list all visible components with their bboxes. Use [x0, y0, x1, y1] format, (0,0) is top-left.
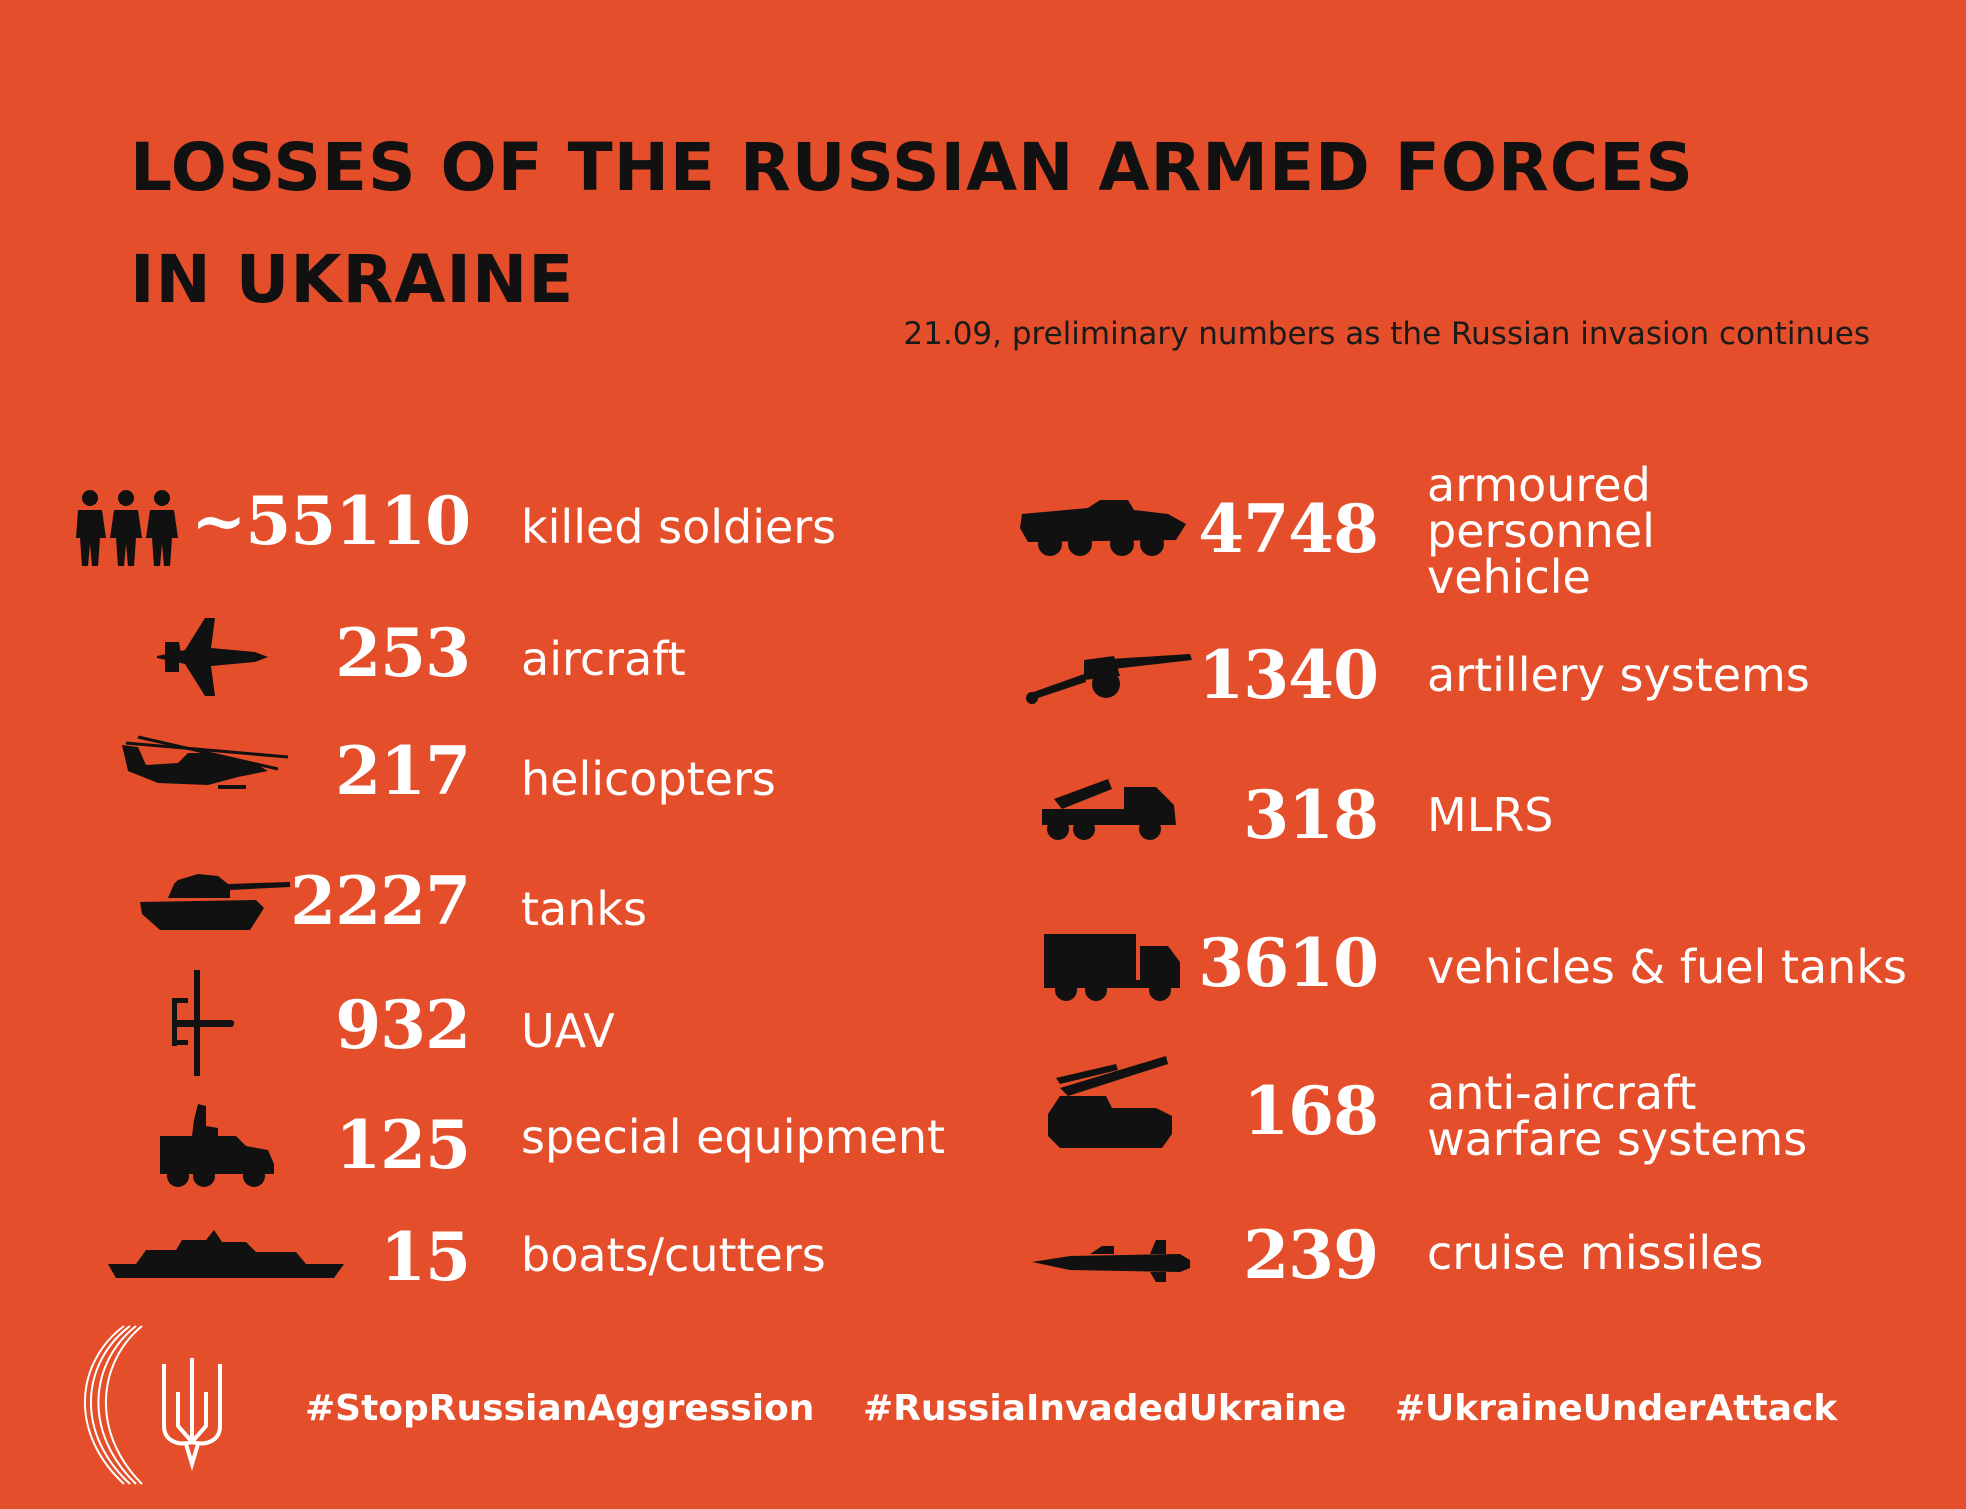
hashtag-3[interactable]: #UkraineUnderAttack — [1394, 1388, 1838, 1429]
label-apc: armoured personnel vehicle — [1427, 458, 1655, 604]
value-tanks: 2227 — [290, 862, 471, 940]
hashtags: #StopRussianAggression #RussiaInvadedUkr… — [305, 1388, 1873, 1429]
boat-icon — [108, 1230, 344, 1278]
value-special-equipment: 125 — [335, 1106, 471, 1184]
helicopter-icon — [122, 735, 289, 789]
title-line-2: IN UKRAINE — [130, 241, 575, 318]
hashtag-2[interactable]: #RussiaInvadedUkraine — [862, 1388, 1347, 1429]
subtitle: 21.09, preliminary numbers as the Russia… — [903, 316, 1870, 352]
label-tanks: tanks — [521, 882, 647, 936]
label-vehicles: vehicles & fuel tanks — [1427, 940, 1907, 994]
label-killed-soldiers: killed soldiers — [521, 500, 837, 554]
value-uav: 932 — [335, 986, 471, 1064]
aircraft-icon — [157, 618, 268, 696]
trident-icon — [83, 1325, 222, 1485]
special-equipment-icon — [160, 1104, 274, 1187]
truck-icon — [1044, 934, 1180, 1001]
page-title: LOSSES OF THE RUSSIAN ARMED FORCES IN UK… — [130, 112, 1694, 336]
value-killed-soldiers: ~55110 — [191, 482, 471, 560]
label-anti-aircraft: anti-aircraft warfare systems — [1427, 1066, 1808, 1166]
value-helicopters: 217 — [335, 732, 471, 810]
mlrs-icon — [1042, 779, 1176, 840]
value-mlrs: 318 — [1243, 776, 1379, 854]
apc-icon — [1020, 500, 1186, 556]
label-uav: UAV — [521, 1004, 615, 1058]
label-boats: boats/cutters — [521, 1228, 826, 1282]
value-artillery: 1340 — [1198, 636, 1379, 714]
label-aircraft: aircraft — [521, 632, 686, 686]
value-vehicles: 3610 — [1198, 924, 1379, 1002]
value-boats: 15 — [380, 1218, 471, 1296]
tank-icon — [140, 874, 290, 930]
label-special-equipment: special equipment — [521, 1110, 946, 1164]
cruise-missile-icon — [1032, 1240, 1190, 1282]
uav-icon — [172, 970, 234, 1076]
hashtag-1[interactable]: #StopRussianAggression — [305, 1388, 815, 1429]
label-mlrs: MLRS — [1427, 788, 1554, 842]
value-anti-aircraft: 168 — [1243, 1072, 1379, 1150]
value-apc: 4748 — [1198, 490, 1379, 568]
label-helicopters: helicopters — [521, 752, 776, 806]
value-cruise-missiles: 239 — [1243, 1216, 1379, 1294]
label-artillery: artillery systems — [1427, 648, 1810, 702]
title-line-1: LOSSES OF THE RUSSIAN ARMED FORCES — [130, 129, 1694, 206]
anti-aircraft-icon — [1048, 1056, 1172, 1148]
label-cruise-missiles: cruise missiles — [1427, 1226, 1764, 1280]
value-aircraft: 253 — [335, 614, 471, 692]
artillery-icon — [1026, 654, 1192, 704]
soldiers-icon — [76, 490, 178, 566]
